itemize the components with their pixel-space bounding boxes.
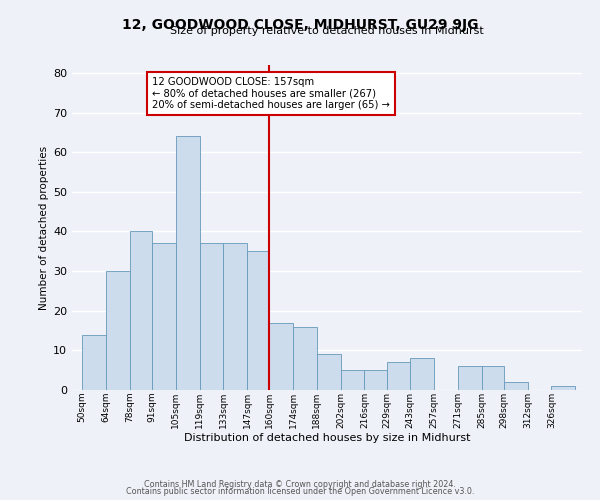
Bar [364,370,386,390]
Bar [247,252,269,390]
Bar [199,244,223,390]
Bar [106,271,130,390]
Bar [269,322,293,390]
Text: 12 GOODWOOD CLOSE: 157sqm
← 80% of detached houses are smaller (267)
20% of semi: 12 GOODWOOD CLOSE: 157sqm ← 80% of detac… [152,77,390,110]
Bar [504,382,527,390]
Text: Contains HM Land Registry data © Crown copyright and database right 2024.: Contains HM Land Registry data © Crown c… [144,480,456,489]
Title: Size of property relative to detached houses in Midhurst: Size of property relative to detached ho… [170,26,484,36]
Bar [223,244,247,390]
Y-axis label: Number of detached properties: Number of detached properties [39,146,49,310]
Bar [482,366,504,390]
Bar [293,326,317,390]
Bar [176,136,200,390]
Bar [386,362,410,390]
Text: 12, GOODWOOD CLOSE, MIDHURST, GU29 9JG: 12, GOODWOOD CLOSE, MIDHURST, GU29 9JG [122,18,478,32]
Bar [341,370,364,390]
Bar [317,354,341,390]
X-axis label: Distribution of detached houses by size in Midhurst: Distribution of detached houses by size … [184,434,470,444]
Bar [152,244,176,390]
Bar [130,232,152,390]
Bar [82,334,106,390]
Bar [551,386,575,390]
Bar [458,366,482,390]
Text: Contains public sector information licensed under the Open Government Licence v3: Contains public sector information licen… [126,487,474,496]
Bar [410,358,434,390]
